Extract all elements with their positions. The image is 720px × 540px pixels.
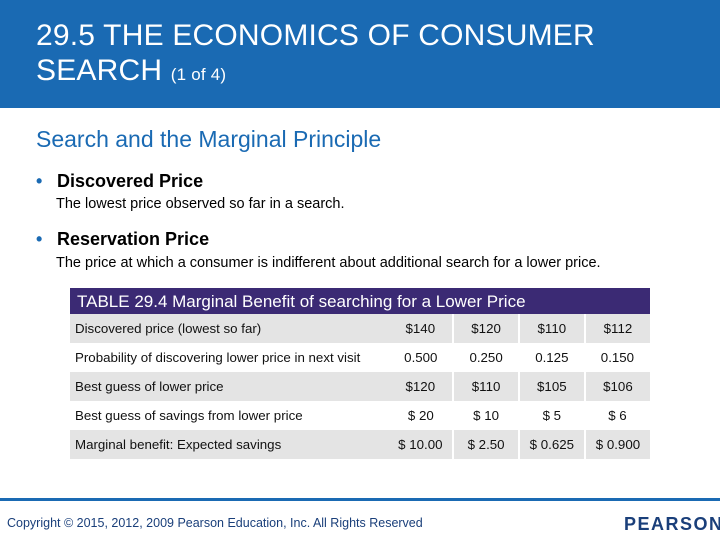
table-row: Best guess of savings from lower price $… bbox=[70, 401, 650, 430]
row-label: Best guess of lower price bbox=[70, 372, 389, 401]
bullet-discovered-price: • Discovered Price bbox=[36, 171, 203, 192]
table-caption: TABLE 29.4 Marginal Benefit of searching… bbox=[70, 288, 650, 314]
table-cell: $ 5 bbox=[542, 408, 562, 423]
marginal-benefit-table: Discovered price (lowest so far) $140 $1… bbox=[70, 314, 650, 459]
table-cell: $ 10.00 bbox=[388, 430, 454, 459]
table-cell: $112 bbox=[583, 314, 650, 343]
table-cell: $120 bbox=[388, 372, 454, 401]
bullet-term: Reservation Price bbox=[57, 229, 210, 249]
table-cell: $110 bbox=[452, 372, 519, 401]
slide-title-text: 29.5 THE ECONOMICS OF CONSUMER SEARCH bbox=[36, 19, 595, 87]
table-cell: 0.500 bbox=[404, 350, 438, 365]
slide-subtitle: Search and the Marginal Principle bbox=[36, 126, 382, 152]
bullet-definition: The lowest price observed so far in a se… bbox=[56, 196, 345, 212]
table-cell: $ 2.50 bbox=[452, 430, 519, 459]
table-row: Marginal benefit: Expected savings $ 10.… bbox=[70, 430, 650, 459]
table-cell: $110 bbox=[517, 314, 585, 343]
title-bar: 29.5 THE ECONOMICS OF CONSUMER SEARCH (1… bbox=[0, 0, 720, 108]
table-cell: $ 6 bbox=[608, 408, 627, 423]
table-cell: 0.125 bbox=[535, 350, 569, 365]
bullet-reservation-price: • Reservation Price bbox=[36, 229, 209, 250]
footer-divider bbox=[0, 498, 720, 501]
table-cell: $ 10 bbox=[473, 408, 500, 423]
row-label: Probability of discovering lower price i… bbox=[75, 350, 361, 365]
table-cell: $ 0.900 bbox=[583, 430, 650, 459]
pearson-logo: PEARSON bbox=[624, 514, 720, 534]
table-cell: 0.250 bbox=[469, 350, 503, 365]
table-row: Probability of discovering lower price i… bbox=[70, 343, 650, 372]
row-label: Discovered price (lowest so far) bbox=[70, 314, 389, 343]
table-cell: $106 bbox=[583, 372, 650, 401]
table-cell: $105 bbox=[517, 372, 585, 401]
table-cell: $140 bbox=[388, 314, 454, 343]
bullet-term: Discovered Price bbox=[57, 171, 204, 191]
slide-title: 29.5 THE ECONOMICS OF CONSUMER SEARCH (1… bbox=[36, 18, 696, 92]
bullet-dot-icon: • bbox=[36, 229, 43, 249]
row-label: Marginal benefit: Expected savings bbox=[70, 430, 389, 459]
table-row: Best guess of lower price $120 $110 $105… bbox=[70, 372, 650, 401]
table-row: Discovered price (lowest so far) $140 $1… bbox=[70, 314, 650, 343]
table-cell: $ 0.625 bbox=[517, 430, 585, 459]
slide-title-suffix: (1 of 4) bbox=[170, 65, 227, 84]
row-label: Best guess of savings from lower price bbox=[75, 408, 303, 423]
copyright-notice: Copyright © 2015, 2012, 2009 Pearson Edu… bbox=[7, 516, 423, 530]
table-cell: $120 bbox=[452, 314, 519, 343]
table-cell: 0.150 bbox=[600, 350, 635, 365]
table-cell: $ 20 bbox=[407, 408, 434, 423]
bullet-dot-icon: • bbox=[36, 171, 43, 191]
bullet-definition: The price at which a consumer is indiffe… bbox=[56, 255, 601, 271]
